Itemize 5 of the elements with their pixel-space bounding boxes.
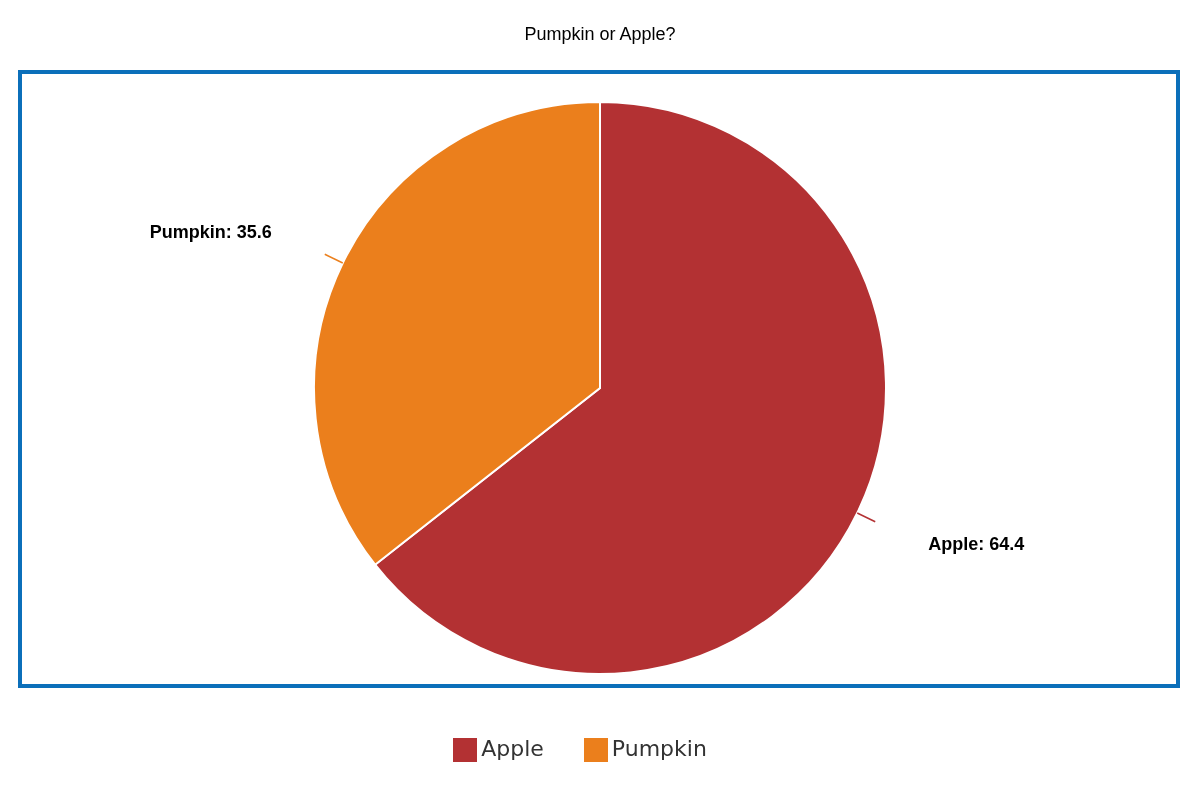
legend-label: Apple: [481, 736, 544, 761]
data-label: Apple: 64.4: [928, 533, 1025, 554]
data-label: Pumpkin: 35.6: [149, 222, 272, 243]
legend-label: Pumpkin: [611, 736, 707, 761]
chart-title: Pumpkin or Apple?: [523, 24, 677, 45]
